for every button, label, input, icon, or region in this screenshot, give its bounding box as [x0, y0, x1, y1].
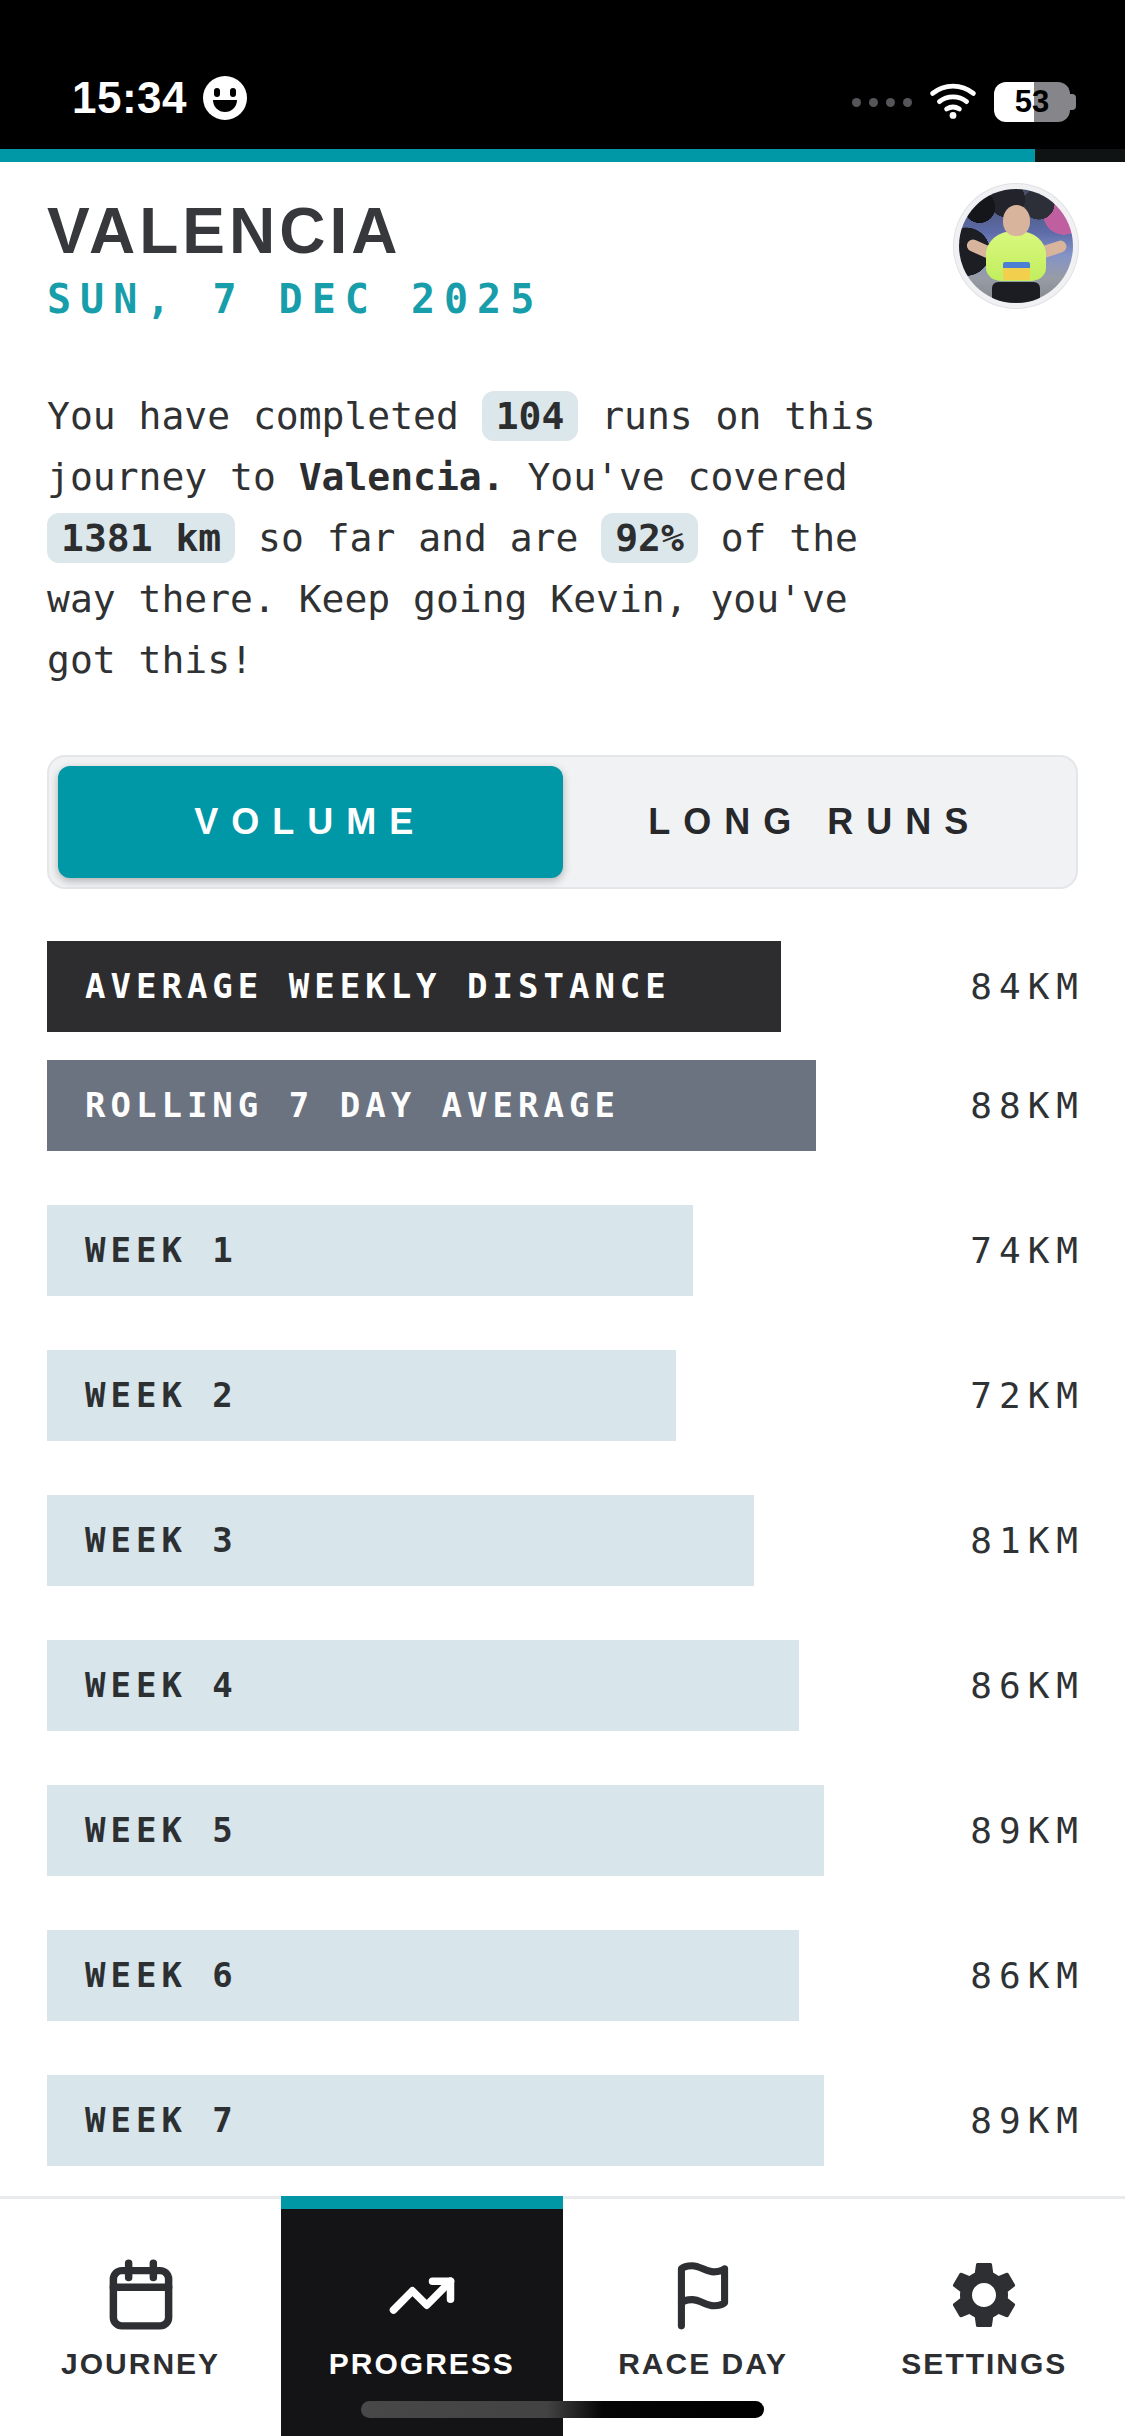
chart-row: WEEK 3 81KM	[47, 1495, 1078, 1586]
flag-icon	[666, 2251, 740, 2339]
chart-bar: WEEK 6	[47, 1930, 799, 2021]
tab-settings[interactable]: SETTINGS	[844, 2199, 1125, 2436]
trending-up-icon	[386, 2251, 458, 2339]
race-date: SUN, 7 DEC 2025	[47, 276, 543, 322]
chart-view-toggle: VOLUMELONG RUNS	[47, 755, 1078, 889]
summary-text: You have completed 104 runs on this journ…	[0, 386, 1125, 691]
chart-bar-value: 86KM	[970, 1640, 1085, 1731]
chart-bar: WEEK 4	[47, 1640, 799, 1731]
tab-label: JOURNEY	[61, 2347, 220, 2381]
chart-bar: ROLLING 7 DAY AVERAGE	[47, 1060, 816, 1151]
home-indicator[interactable]	[361, 2401, 764, 2418]
tab-bar: JOURNEY PROGRESS RACE DAY SETTINGS	[0, 2196, 1125, 2436]
journey-progress-fill	[0, 149, 1035, 162]
summary-segment: of the	[698, 516, 858, 560]
summary-segment: You have completed	[47, 394, 482, 438]
chart-row: ROLLING 7 DAY AVERAGE 88KM	[47, 1060, 1078, 1151]
toggle-long-runs[interactable]: LONG RUNS	[563, 766, 1068, 878]
weekly-volume-chart: AVERAGE WEEKLY DISTANCE 84KM ROLLING 7 D…	[47, 941, 1078, 2166]
chart-bar: WEEK 7	[47, 2075, 824, 2166]
app-screen: { "status_bar": { "time": "15:34", "batt…	[0, 0, 1125, 2436]
cellular-signal-dots-icon	[852, 98, 912, 107]
chart-bar: AVERAGE WEEKLY DISTANCE	[47, 941, 781, 1032]
page-title: VALENCIA	[47, 198, 543, 266]
chart-bar-value: 81KM	[970, 1495, 1085, 1586]
chart-bar-value: 86KM	[970, 1930, 1085, 2021]
summary-chip: 92%	[601, 513, 698, 563]
summary-chip: 104	[482, 391, 579, 441]
tab-label: PROGRESS	[329, 2347, 515, 2381]
chart-bar: WEEK 1	[47, 1205, 693, 1296]
chart-bar-value: 72KM	[970, 1350, 1085, 1441]
status-time: 15:34	[72, 73, 187, 123]
summary-chip: 1381 km	[47, 513, 235, 563]
wifi-icon	[929, 81, 977, 123]
summary-segment: so far and are	[235, 516, 601, 560]
summary-segment: journey to	[47, 455, 299, 499]
profile-avatar[interactable]	[954, 184, 1078, 308]
battery-icon: 53	[994, 82, 1076, 122]
summary-segment: got this!	[47, 638, 253, 682]
runner-photo	[959, 189, 1073, 303]
chart-bar-value: 89KM	[970, 2075, 1085, 2166]
status-bar: 15:34 53	[0, 0, 1125, 149]
calendar-icon	[102, 2251, 180, 2339]
chart-bar-value: 88KM	[970, 1060, 1085, 1151]
tab-label: RACE DAY	[618, 2347, 788, 2381]
gear-icon	[944, 2251, 1024, 2339]
chart-row: WEEK 1 74KM	[47, 1205, 1078, 1296]
summary-segment: Valencia.	[299, 455, 505, 499]
tab-label: SETTINGS	[901, 2347, 1067, 2381]
tab-journey[interactable]: JOURNEY	[0, 2199, 281, 2436]
chart-bar-value: 74KM	[970, 1205, 1085, 1296]
chart-row: AVERAGE WEEKLY DISTANCE 84KM	[47, 941, 1078, 1032]
chart-bar: WEEK 3	[47, 1495, 754, 1586]
chart-bar: WEEK 5	[47, 1785, 824, 1876]
chart-row: WEEK 6 86KM	[47, 1930, 1078, 2021]
chart-row: WEEK 7 89KM	[47, 2075, 1078, 2166]
chart-row: WEEK 2 72KM	[47, 1350, 1078, 1441]
journey-progress-bar	[0, 149, 1125, 162]
summary-segment: way there. Keep going Kevin, you've	[47, 577, 848, 621]
page-header: VALENCIA SUN, 7 DEC 2025	[0, 162, 1125, 322]
chart-bar-value: 89KM	[970, 1785, 1085, 1876]
smiley-face-icon	[203, 76, 247, 120]
summary-segment: You've covered	[505, 455, 848, 499]
battery-percent: 53	[994, 82, 1070, 122]
toggle-volume[interactable]: VOLUME	[58, 766, 563, 878]
chart-bar: WEEK 2	[47, 1350, 676, 1441]
summary-segment: runs on this	[578, 394, 875, 438]
chart-row: WEEK 4 86KM	[47, 1640, 1078, 1731]
chart-bar-value: 84KM	[970, 941, 1085, 1032]
chart-row: WEEK 5 89KM	[47, 1785, 1078, 1876]
